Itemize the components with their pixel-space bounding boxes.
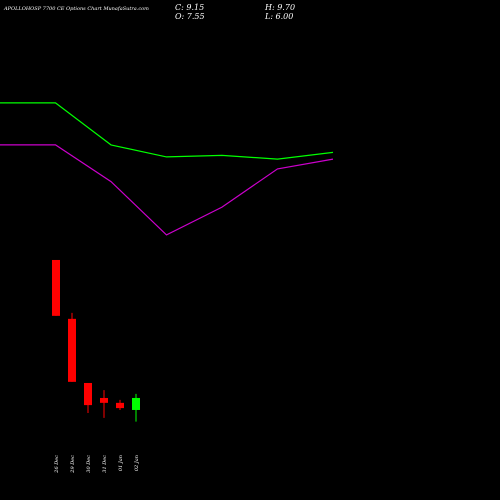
candle-body	[52, 259, 60, 316]
close-info: C: 9.15	[175, 3, 204, 12]
open-info: O: 7.55	[175, 12, 205, 21]
x-tick-label: 29 Dec	[70, 455, 76, 474]
line-series	[0, 102, 334, 160]
candle-body	[68, 318, 76, 382]
candle-body	[132, 397, 140, 410]
candle-body	[100, 397, 108, 403]
x-tick-label: 31 Dec	[102, 455, 108, 473]
candle-body	[84, 382, 92, 406]
x-tick-label: 26 Dec	[54, 455, 60, 474]
x-tick-label: 30 Dec	[86, 455, 92, 473]
high-info: H: 9.70	[264, 3, 295, 12]
candle-body	[116, 402, 124, 409]
x-tick-label: 01 Jan	[118, 455, 124, 471]
line-series	[0, 144, 334, 236]
x-tick-label: 02 Jan	[134, 455, 140, 471]
low-info: L: 6.00	[264, 12, 293, 21]
chart-title: APOLLOHOSP 7700 CE Options Chart MunafaS…	[3, 6, 149, 12]
